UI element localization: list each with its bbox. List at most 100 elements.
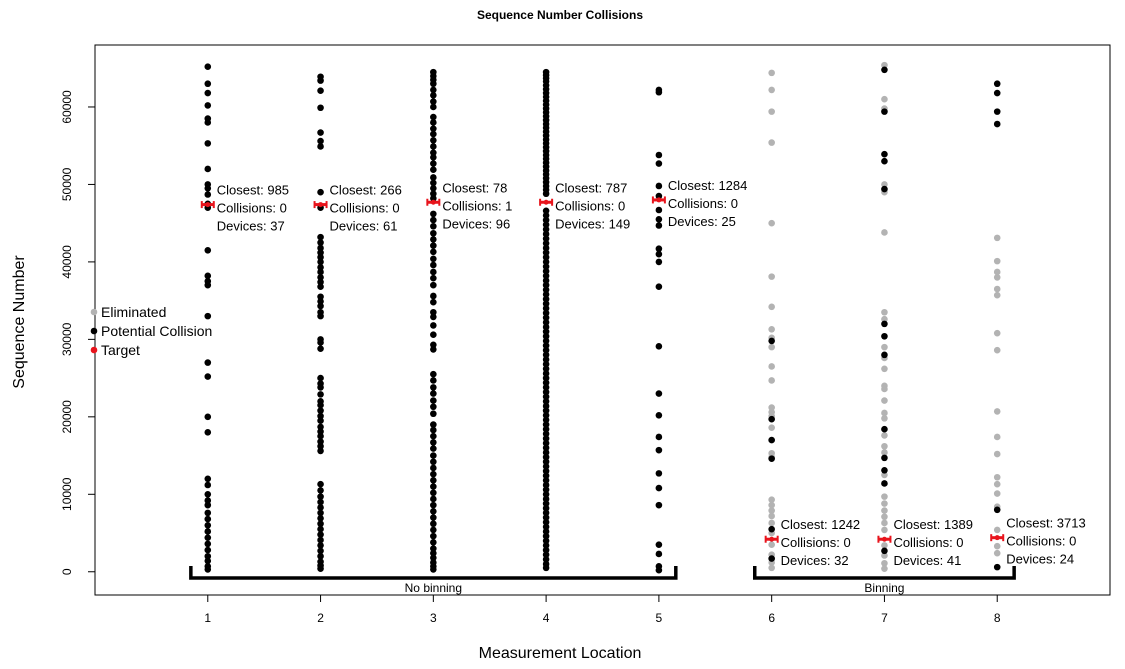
potential-collision-point xyxy=(430,166,437,174)
potential-collision-point xyxy=(430,125,437,132)
potential-collision-point xyxy=(655,470,663,477)
potential-collision-point xyxy=(430,520,437,528)
potential-collision-point xyxy=(204,373,212,380)
annotation-line: Devices: 24 xyxy=(1006,552,1074,567)
potential-collision-point xyxy=(542,463,550,470)
eliminated-point xyxy=(768,519,775,527)
group-bracket: No binning xyxy=(189,566,678,595)
potential-collision-point xyxy=(317,129,324,136)
potential-collision-point xyxy=(542,444,550,452)
x-tick-label: 8 xyxy=(994,611,1001,625)
eliminated-point xyxy=(993,480,1001,488)
potential-collision-point xyxy=(881,332,888,340)
potential-collision-point xyxy=(204,552,212,560)
annotation-line: Collisions: 0 xyxy=(781,535,851,550)
potential-collision-point xyxy=(430,477,437,484)
potential-collision-point xyxy=(204,359,212,366)
group-brackets: No binning Binning xyxy=(189,566,1016,595)
potential-collision-point xyxy=(993,506,1001,514)
potential-collision-point xyxy=(542,379,550,387)
annotation-line: Closest: 1284 xyxy=(668,178,748,193)
potential-collision-point xyxy=(542,551,550,559)
potential-collision-point xyxy=(542,253,550,261)
eliminated-point xyxy=(768,108,775,115)
eliminated-point xyxy=(881,343,888,351)
eliminated-point xyxy=(881,432,888,439)
potential-collision-point xyxy=(430,526,437,534)
potential-collision-point xyxy=(204,413,212,421)
potential-collision-point xyxy=(542,430,550,438)
potential-collision-point xyxy=(430,331,437,339)
annotation-line: Collisions: 0 xyxy=(668,196,738,211)
potential-collision-point xyxy=(542,523,550,531)
annotation-line: Collisions: 1 xyxy=(442,198,512,213)
potential-collision-point xyxy=(204,475,212,483)
potential-collision-point xyxy=(542,467,550,475)
potential-collision-point xyxy=(655,283,663,290)
eliminated-point xyxy=(768,496,775,504)
potential-collision-point xyxy=(542,477,550,484)
potential-collision-point xyxy=(655,222,663,229)
potential-collision-point xyxy=(542,435,550,442)
potential-collision-point xyxy=(430,179,437,187)
potential-collision-point xyxy=(430,80,437,88)
potential-collision-point xyxy=(317,233,324,241)
potential-collision-point xyxy=(542,216,550,224)
y-tick-label: 10000 xyxy=(60,477,74,511)
potential-collision-point xyxy=(542,323,550,331)
potential-collision-point xyxy=(430,464,437,472)
potential-collision-point xyxy=(993,89,1001,97)
potential-collision-point xyxy=(542,319,550,326)
potential-collision-point xyxy=(542,564,550,572)
potential-collision-point xyxy=(430,470,437,478)
potential-collision-point xyxy=(204,540,212,548)
potential-collision-point xyxy=(542,518,550,526)
eliminated-point xyxy=(881,415,888,422)
potential-collision-point xyxy=(430,190,437,198)
potential-collision-point xyxy=(542,472,550,480)
potential-collision-point xyxy=(542,226,550,233)
potential-collision-point xyxy=(542,416,550,424)
data-points xyxy=(204,61,1001,574)
potential-collision-point xyxy=(204,501,212,509)
eliminated-point xyxy=(881,471,888,479)
eliminated-point xyxy=(993,433,1001,441)
potential-collision-point xyxy=(542,546,550,554)
potential-collision-point xyxy=(542,458,550,466)
potential-collision-point xyxy=(430,222,437,230)
potential-collision-point xyxy=(204,63,212,70)
potential-collision-point xyxy=(993,108,1001,115)
potential-collision-point xyxy=(993,80,1001,88)
potential-collision-point xyxy=(317,87,324,95)
potential-collision-point xyxy=(542,356,550,363)
potential-collision-point xyxy=(317,384,324,391)
legend-item: Target xyxy=(90,342,140,358)
potential-collision-point xyxy=(204,546,212,554)
potential-collision-point xyxy=(317,239,324,246)
eliminated-point xyxy=(881,449,888,456)
eliminated-point xyxy=(768,404,775,411)
potential-collision-point xyxy=(542,504,550,512)
potential-collision-point xyxy=(204,272,212,280)
potential-collision-point xyxy=(542,249,550,256)
potential-collision-point xyxy=(542,190,550,198)
eliminated-point xyxy=(768,325,775,333)
location-annotation: Closest: 1242 Collisions: 0 Devices: 32 xyxy=(781,517,861,568)
eliminated-point xyxy=(881,526,888,534)
target-marker xyxy=(990,534,1005,542)
potential-collision-point xyxy=(317,515,324,522)
potential-collision-point xyxy=(430,458,437,466)
potential-collision-point xyxy=(317,423,324,431)
eliminated-point xyxy=(768,139,775,146)
eliminated-point xyxy=(993,450,1001,458)
potential-collision-point xyxy=(881,351,888,359)
potential-collision-point xyxy=(542,295,550,303)
potential-collision-point xyxy=(204,185,212,192)
annotation-line: Collisions: 0 xyxy=(1006,534,1076,549)
potential-collision-point xyxy=(542,365,550,373)
y-tick-label: 0 xyxy=(60,568,74,575)
potential-collision-point xyxy=(317,428,324,435)
potential-collision-point xyxy=(655,206,663,214)
potential-collision-point xyxy=(542,300,550,308)
potential-collision-point xyxy=(317,283,324,290)
